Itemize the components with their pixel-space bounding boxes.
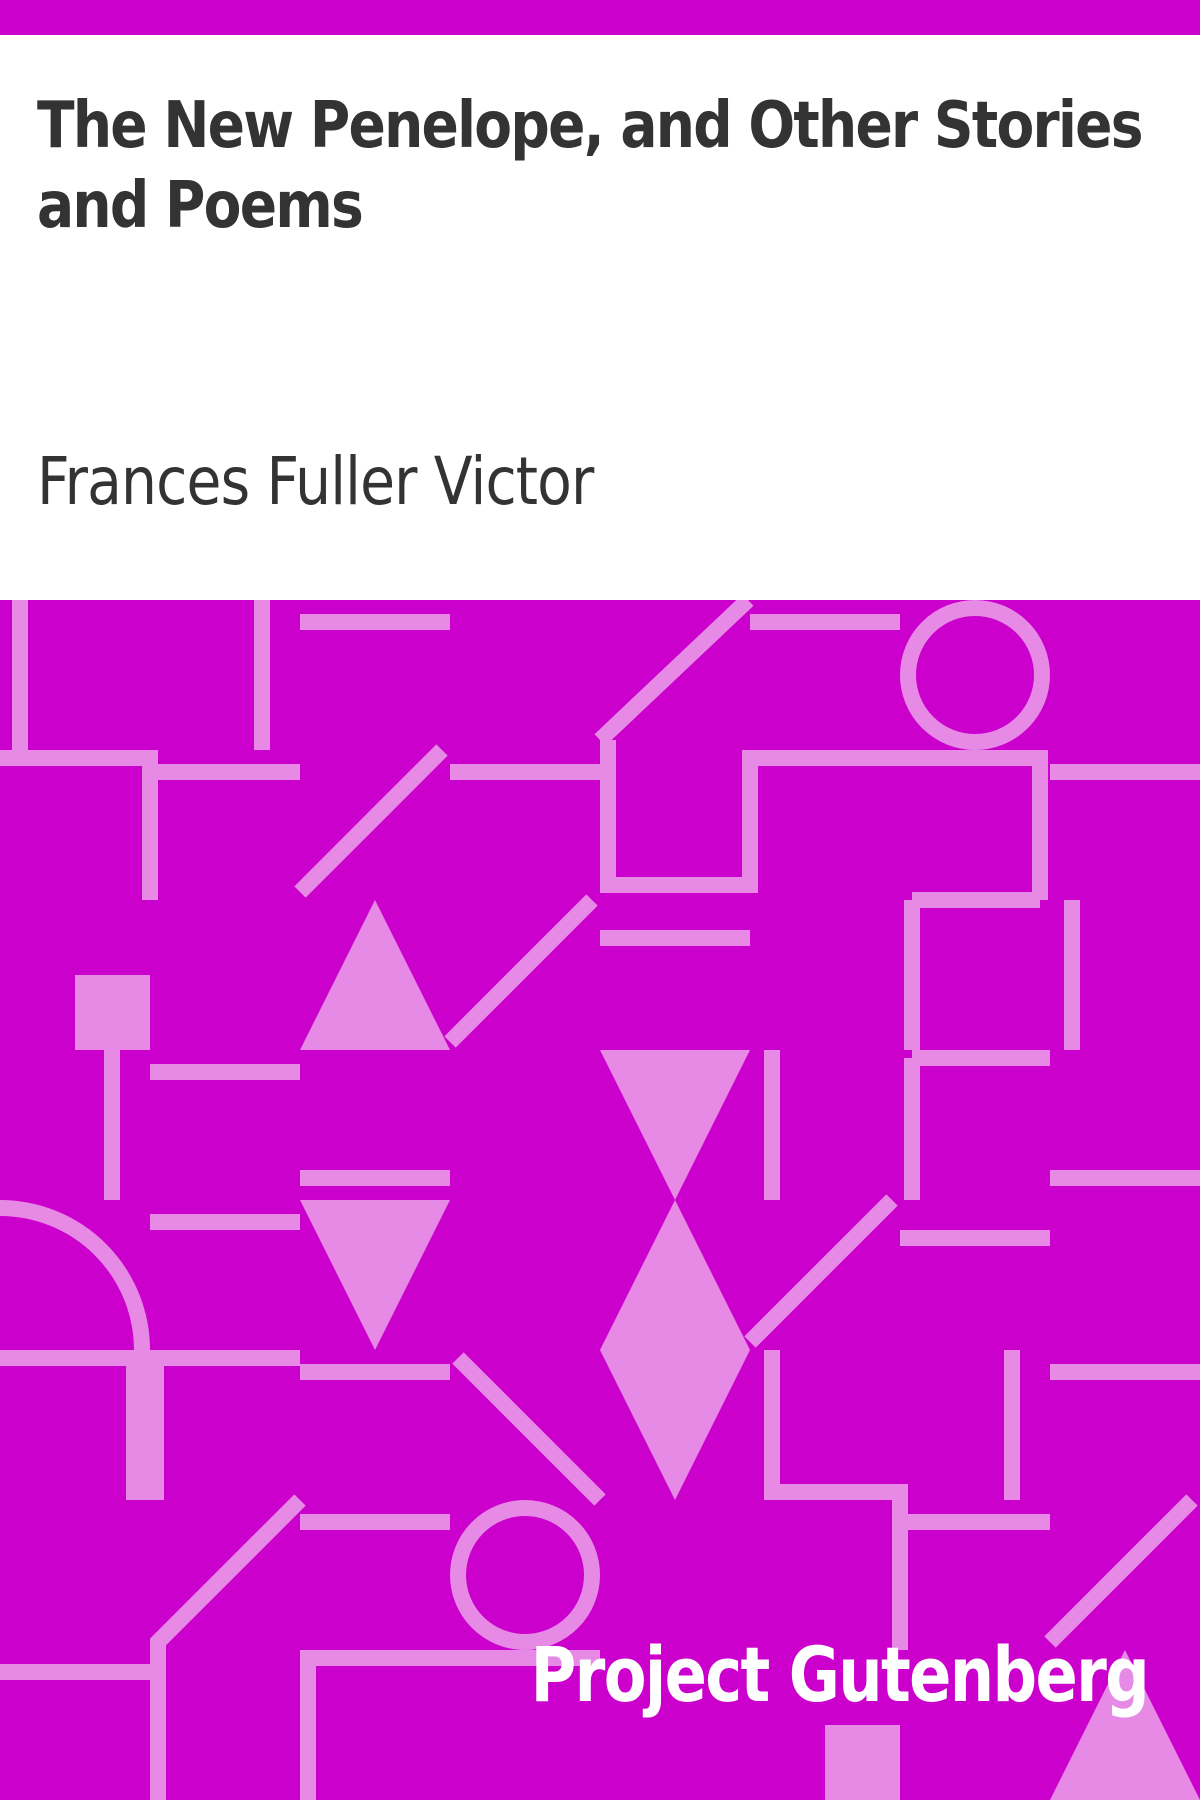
pattern-shape-5 [600,1200,750,1500]
pattern-line-11 [600,740,1048,900]
pattern-line-4 [594,600,754,746]
pattern-line-25 [0,1200,150,1351]
pattern-shape-7 [825,1725,900,1800]
pattern-line-38 [450,1500,600,1650]
top-color-band [0,0,1200,35]
publisher-label: Project Gutenberg [530,1630,1149,1719]
pattern-line-27 [744,1194,898,1348]
pattern-shape-2 [300,900,450,1050]
pattern-line-40 [1044,1494,1198,1648]
pattern-shape-3 [300,1200,450,1350]
pattern-line-33 [452,1352,606,1506]
book-title: The New Penelope, and Other Stories and … [37,89,1143,243]
pattern-line-34 [764,1350,908,1650]
pattern-line-7 [0,750,158,900]
pattern-line-15 [444,894,598,1048]
pattern-line-6 [900,600,1050,750]
book-author: Frances Fuller Victor [37,443,594,520]
pattern-line-9 [294,744,448,898]
pattern-line-42 [300,1650,600,1800]
pattern-shape-8 [1050,1650,1200,1800]
pattern-shape-4 [600,1050,750,1200]
pattern-line-36 [150,1494,306,1800]
geometric-pattern-icon [0,600,1200,1800]
pattern-shape-6 [126,1350,164,1500]
pattern-shape-1 [75,975,150,1050]
title-area [0,35,1200,600]
